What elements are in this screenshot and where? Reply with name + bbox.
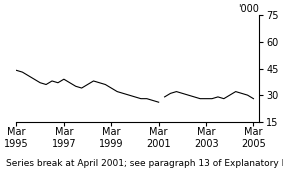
Text: '000: '000: [239, 4, 260, 14]
Text: Series break at April 2001; see paragraph 13 of Explanatory Notes.: Series break at April 2001; see paragrap…: [6, 159, 283, 168]
